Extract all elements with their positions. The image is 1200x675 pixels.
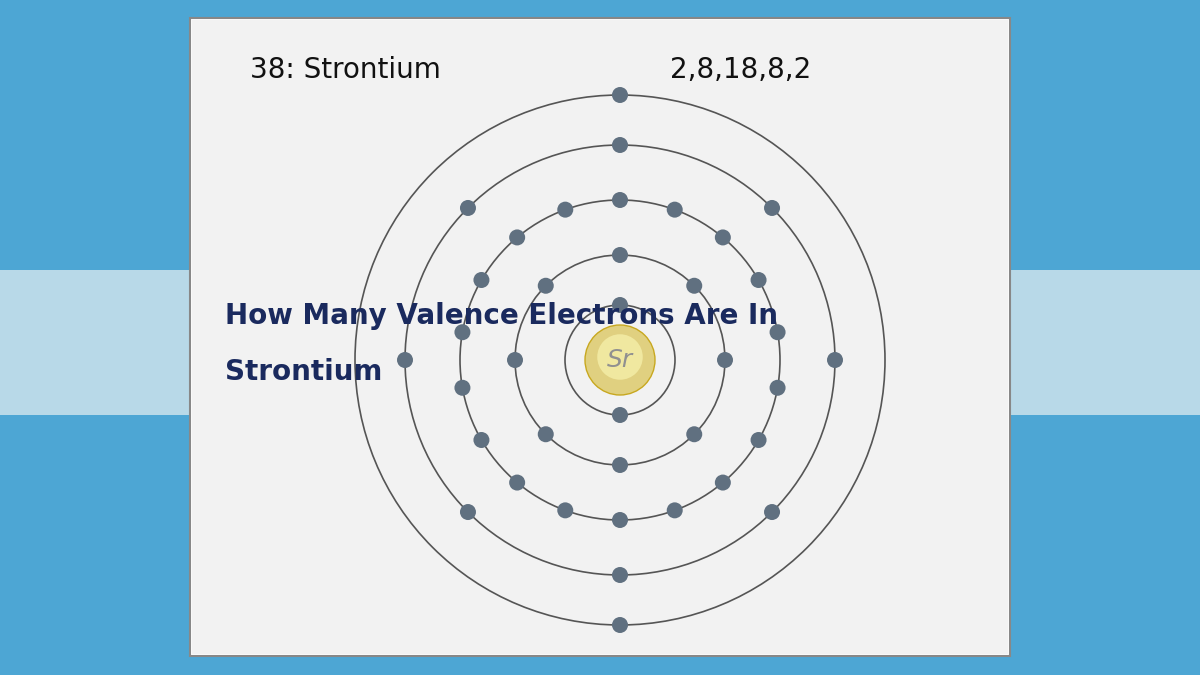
Circle shape xyxy=(718,352,733,368)
Circle shape xyxy=(538,426,553,442)
Circle shape xyxy=(612,87,628,103)
Circle shape xyxy=(460,200,476,216)
Bar xyxy=(0,270,1200,415)
Circle shape xyxy=(474,432,490,448)
Circle shape xyxy=(460,504,476,520)
Text: Sr: Sr xyxy=(607,348,634,372)
Circle shape xyxy=(598,334,643,380)
Circle shape xyxy=(715,230,731,246)
Circle shape xyxy=(557,502,574,518)
Text: 38: Strontium: 38: Strontium xyxy=(250,56,440,84)
Circle shape xyxy=(612,247,628,263)
Circle shape xyxy=(509,230,526,246)
Text: How Many Valence Electrons Are In: How Many Valence Electrons Are In xyxy=(226,302,778,330)
Circle shape xyxy=(686,426,702,442)
Text: Strontium: Strontium xyxy=(226,358,383,385)
Circle shape xyxy=(769,324,786,340)
Circle shape xyxy=(769,380,786,396)
Circle shape xyxy=(764,504,780,520)
Circle shape xyxy=(508,352,523,368)
Circle shape xyxy=(612,297,628,313)
Circle shape xyxy=(827,352,842,368)
Circle shape xyxy=(612,567,628,583)
Circle shape xyxy=(612,617,628,633)
Circle shape xyxy=(455,380,470,396)
Circle shape xyxy=(397,352,413,368)
Circle shape xyxy=(667,202,683,217)
Circle shape xyxy=(764,200,780,216)
Circle shape xyxy=(455,324,470,340)
Circle shape xyxy=(667,502,683,518)
Circle shape xyxy=(586,325,655,395)
Circle shape xyxy=(715,475,731,491)
Circle shape xyxy=(474,272,490,288)
Circle shape xyxy=(686,277,702,294)
Circle shape xyxy=(612,457,628,473)
Text: 2,8,18,8,2: 2,8,18,8,2 xyxy=(670,56,811,84)
Circle shape xyxy=(509,475,526,491)
Circle shape xyxy=(538,277,553,294)
Circle shape xyxy=(612,512,628,528)
Circle shape xyxy=(750,432,767,448)
Circle shape xyxy=(612,192,628,208)
Bar xyxy=(192,20,1008,654)
Circle shape xyxy=(612,137,628,153)
Circle shape xyxy=(612,407,628,423)
Circle shape xyxy=(750,272,767,288)
Circle shape xyxy=(557,202,574,217)
Bar xyxy=(190,18,1010,656)
